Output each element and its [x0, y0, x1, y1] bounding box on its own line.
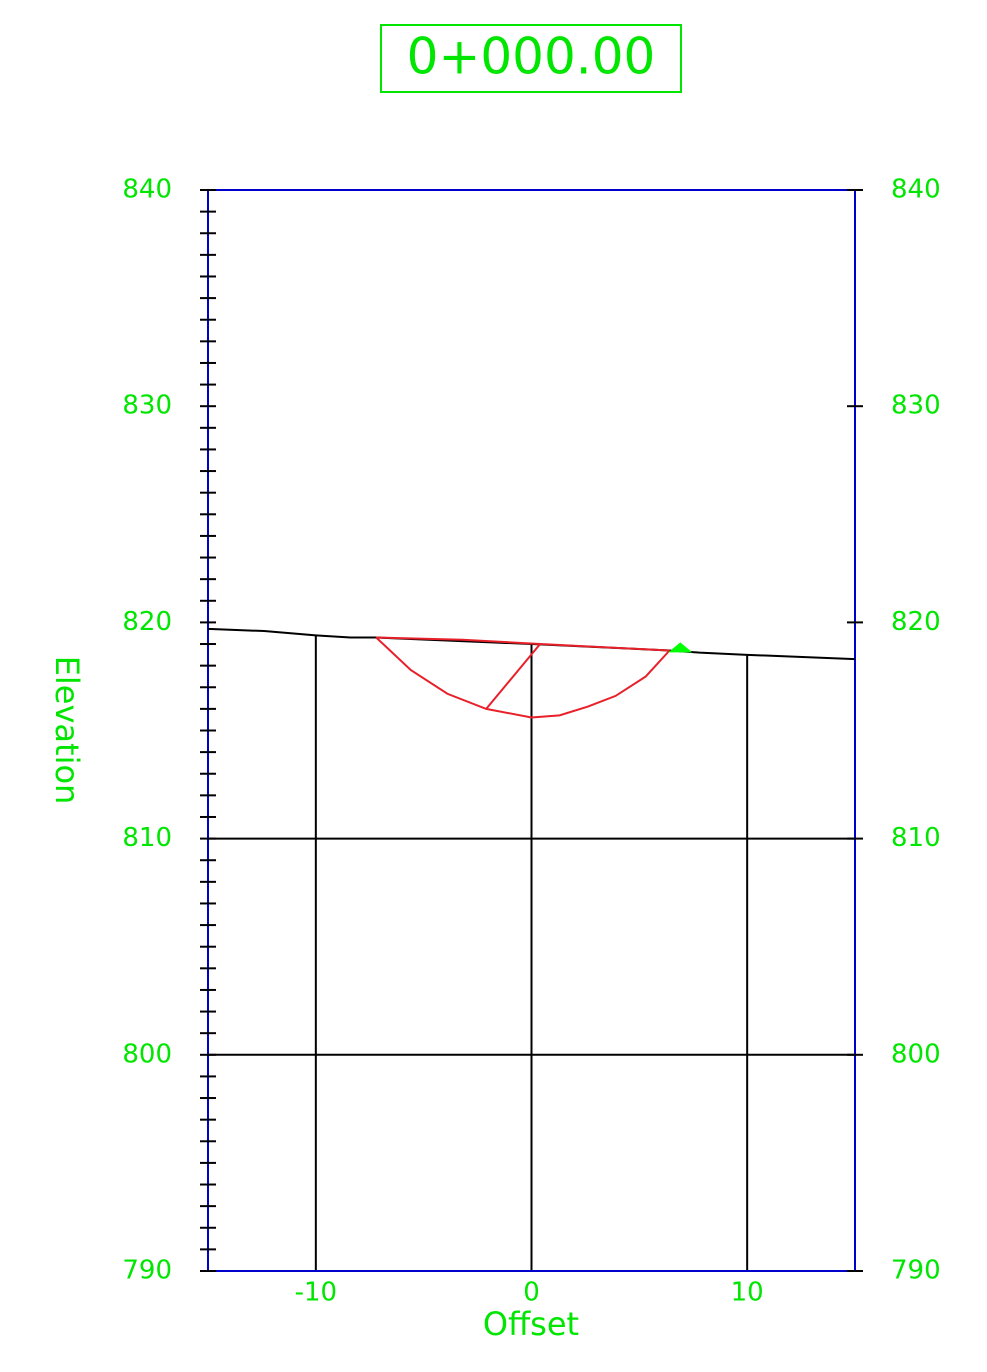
y-tick-label: 800 [122, 1039, 172, 1069]
section-line [485, 643, 541, 710]
y-tick-label: 810 [122, 823, 172, 853]
y2-tick-label: 830 [891, 391, 941, 421]
x-tick-label: 0 [523, 1278, 540, 1308]
x-axis-label: Offset [483, 1305, 579, 1343]
y-tick-label: 840 [122, 175, 172, 205]
x-tick-label: -10 [295, 1278, 337, 1308]
chart-title: 0+000.00 [407, 28, 656, 86]
y2-tick-label: 800 [891, 1039, 941, 1069]
title-box [380, 24, 682, 93]
section-line [376, 636, 670, 652]
y2-tick-label: 820 [891, 607, 941, 637]
marker [668, 642, 693, 653]
y-axis-label: Elevation [48, 656, 86, 805]
section-line [375, 636, 671, 719]
y-tick-label: 790 [122, 1256, 172, 1286]
section-line [207, 627, 856, 661]
x-tick-label: 10 [731, 1278, 764, 1308]
y2-tick-label: 790 [891, 1256, 941, 1286]
y-tick-label: 830 [122, 391, 172, 421]
y-tick-label: 820 [122, 607, 172, 637]
y2-tick-label: 810 [891, 823, 941, 853]
y2-tick-label: 840 [891, 175, 941, 205]
